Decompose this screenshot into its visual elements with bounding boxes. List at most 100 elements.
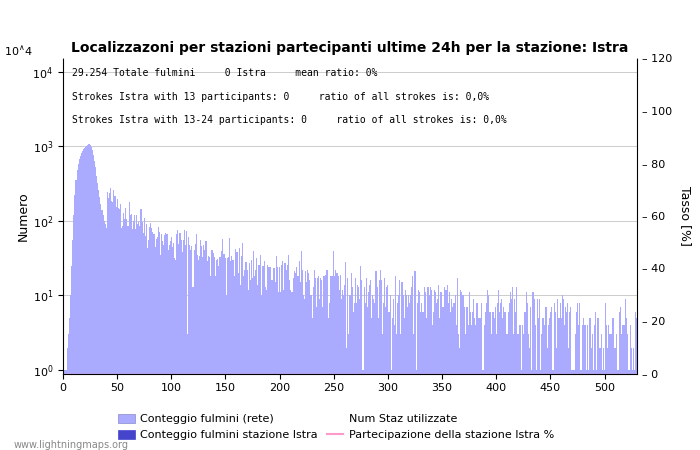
Bar [496,334,497,450]
Bar [424,287,426,450]
Bar [461,292,462,450]
Bar [354,303,355,450]
Bar [188,238,189,450]
Bar [211,250,212,450]
Bar [108,198,109,450]
Bar [294,271,295,450]
Bar [382,334,383,450]
Bar [120,204,121,450]
Bar [526,292,527,450]
Bar [123,213,124,450]
Bar [628,370,629,450]
Bar [517,334,519,450]
Bar [198,260,199,450]
Bar [200,240,201,450]
Bar [345,262,346,450]
Bar [280,292,281,450]
Bar [452,307,454,450]
Bar [93,155,94,450]
Bar [358,287,359,450]
Bar [160,255,161,450]
Bar [277,267,278,450]
Bar [550,312,551,450]
Text: www.lightningmaps.org: www.lightningmaps.org [14,440,129,450]
Bar [321,280,323,450]
Bar [616,334,617,450]
Bar [462,296,463,450]
Bar [578,325,579,450]
Bar [430,289,432,450]
Bar [423,312,424,450]
Bar [416,303,418,450]
Bar [145,236,146,450]
Bar [124,219,125,450]
Bar [291,292,292,450]
Bar [282,261,284,450]
Bar [244,270,246,450]
Bar [295,273,296,450]
Bar [332,276,333,450]
Bar [383,303,384,450]
Bar [471,325,472,450]
Bar [66,348,68,450]
Bar [141,222,143,450]
Bar [444,289,446,450]
Bar [428,296,430,450]
Bar [632,370,634,450]
Bar [372,296,373,450]
Bar [374,303,375,450]
Bar [411,287,412,450]
Bar [80,156,81,450]
Bar [617,370,618,450]
Bar [92,150,93,450]
Bar [218,266,220,450]
Bar [392,318,393,450]
Bar [421,303,422,450]
Bar [407,307,408,450]
Bar [110,188,111,450]
Bar [159,232,160,450]
Bar [454,296,456,450]
Bar [608,325,610,450]
Bar [132,230,133,450]
Bar [199,256,200,450]
Bar [251,260,252,450]
Bar [418,289,419,450]
Bar [319,299,320,450]
Bar [589,318,590,450]
Bar [217,259,218,450]
Bar [475,325,476,450]
Bar [577,303,578,450]
Bar [502,318,503,450]
Bar [618,370,619,450]
Bar [270,267,272,450]
Bar [208,256,209,450]
Bar [581,370,582,450]
Bar [565,307,566,450]
Bar [505,312,507,450]
Bar [325,274,326,450]
Bar [98,190,99,450]
Bar [433,312,434,450]
Bar [213,253,214,450]
Bar [379,280,380,450]
Bar [84,148,85,450]
Bar [463,296,464,450]
Bar [302,270,303,450]
Bar [503,307,504,450]
Bar [595,312,596,450]
Bar [419,292,420,450]
Bar [134,216,135,450]
Bar [607,348,608,450]
Bar [511,299,512,450]
Bar [201,246,202,450]
Bar [490,312,491,450]
Bar [289,280,290,450]
Bar [64,370,66,450]
Bar [510,292,511,450]
Bar [483,370,484,450]
Bar [147,248,148,450]
Bar [86,146,88,450]
Bar [360,266,361,450]
Bar [420,312,421,450]
